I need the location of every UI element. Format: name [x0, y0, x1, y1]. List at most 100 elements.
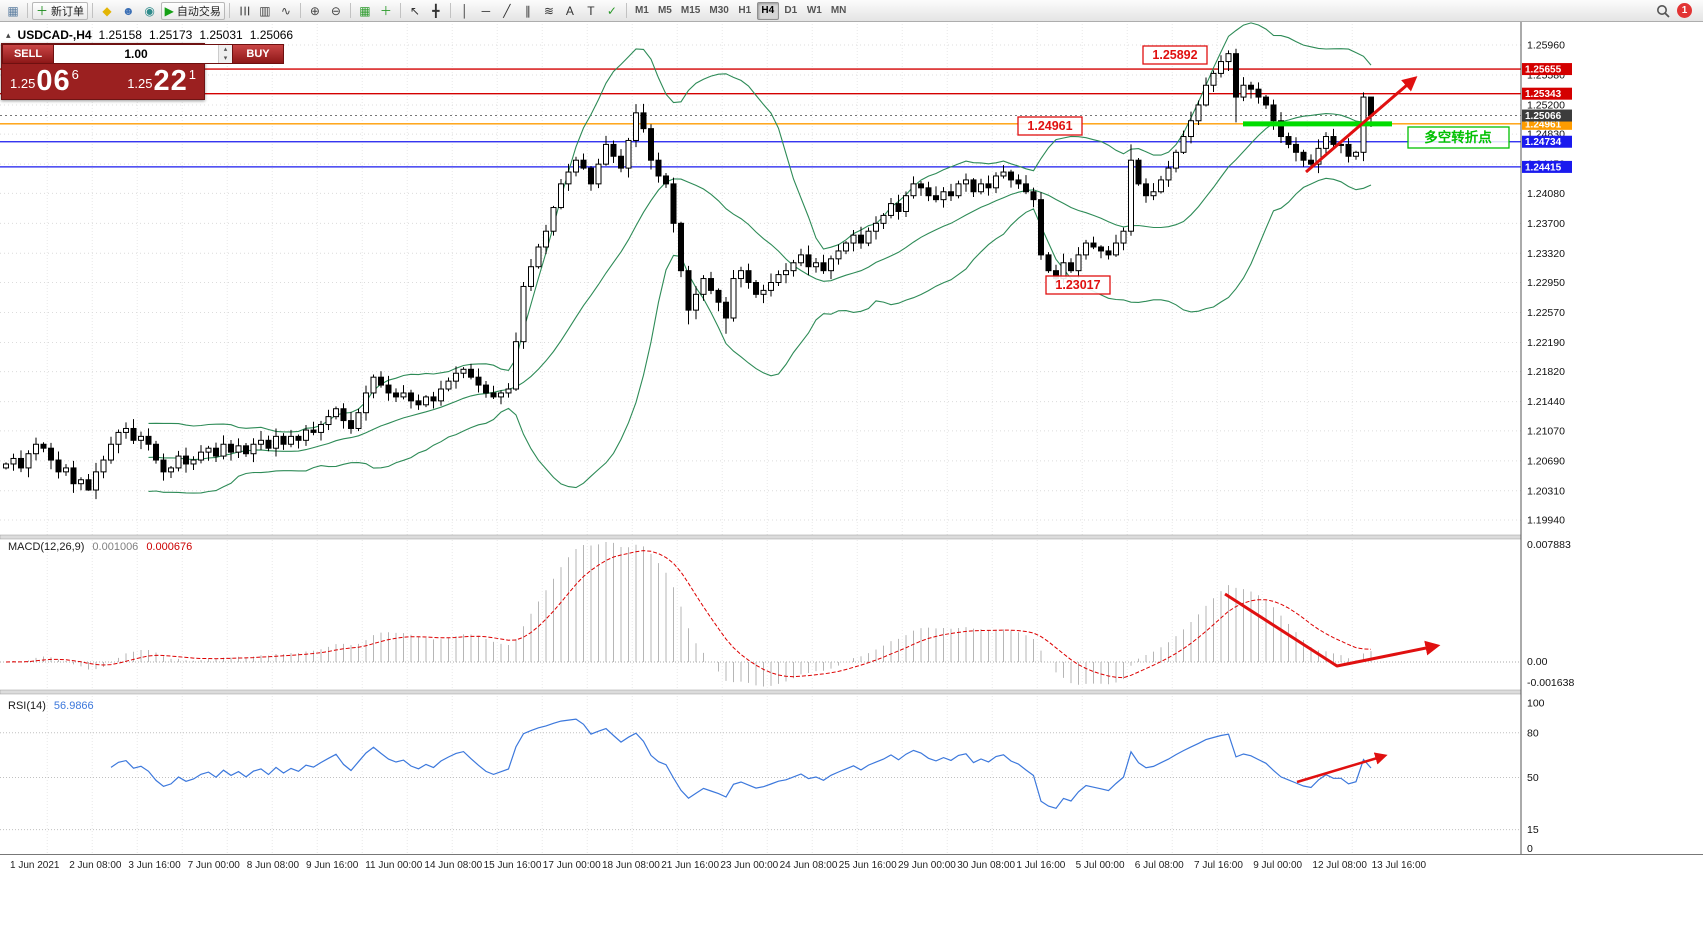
arrows-icon[interactable]: ✓ [602, 2, 622, 20]
timeframe-d1-button[interactable]: D1 [784, 5, 798, 16]
chart-window-icon[interactable]: ▦ [3, 2, 23, 20]
one-click-toggle-icon[interactable]: ▴ [6, 29, 11, 40]
horizontal-line-icon: ─ [481, 3, 491, 18]
trend-arrow-main[interactable] [1305, 76, 1418, 174]
web-icon[interactable]: ◉ [140, 2, 160, 20]
indicators-icon[interactable]: ＋ [376, 2, 396, 20]
time-axis-label: 1 Jun 2021 [10, 860, 60, 871]
candlestick-chart-icon[interactable]: ▥ [255, 2, 275, 20]
price-axis-label: 1.20310 [1527, 485, 1565, 497]
zoom-in-icon: ⊕ [309, 3, 320, 18]
price-line-label-box [1522, 63, 1572, 76]
price-axis-label: 1.25960 [1527, 40, 1565, 52]
zoom-out-icon[interactable]: ⊖ [326, 2, 346, 20]
toolbar-separator [449, 3, 451, 18]
price-axis-label: 1.19940 [1527, 515, 1565, 527]
new-order-button[interactable]: ＋新订单 [32, 1, 89, 20]
fibonacci-icon[interactable]: ≋ [539, 2, 559, 20]
price-axis-label: 1.22190 [1527, 337, 1565, 349]
community-icon[interactable]: ☻ [118, 2, 139, 20]
trendline-icon[interactable]: ╱ [497, 2, 517, 20]
rsi-axis-label: 0 [1527, 843, 1533, 855]
macd-name: MACD(12,26,9) [8, 541, 85, 553]
timeframe-m5-button[interactable]: M5 [657, 5, 672, 16]
time-axis-labels: 1 Jun 2021 2 Jun 08:00 3 Jun 16:00 7 Jun 00… [10, 860, 1427, 871]
buy-button[interactable]: BUY [232, 44, 284, 64]
web-icon: ◉ [144, 3, 155, 18]
time-axis-label: 25 Jun 16:00 [839, 860, 897, 871]
bollinger-bands-layer [148, 22, 1372, 494]
cursor-icon[interactable]: ↖ [405, 2, 425, 20]
fibonacci-icon: ≋ [543, 3, 554, 18]
zoom-out-icon: ⊖ [330, 3, 341, 18]
timeframe-mn-button[interactable]: MN [830, 5, 847, 16]
autotrading-button[interactable]: ▶ 自动交易 [160, 1, 225, 20]
zoom-in-icon[interactable]: ⊕ [305, 2, 325, 20]
price-chart-svg: 1.259601.255801.252001.248301.244501.240… [0, 22, 1703, 944]
time-axis-label: 11 Jun 00:00 [365, 860, 423, 871]
price-line-label-box [1522, 160, 1572, 173]
line-chart-icon[interactable]: ∿ [276, 2, 296, 20]
trendline-icon: ╱ [503, 3, 511, 18]
text-icon[interactable]: A [560, 2, 580, 20]
search-icon[interactable] [1652, 2, 1674, 20]
label-icon[interactable]: T [581, 2, 601, 20]
vertical-line-icon[interactable]: │ [455, 2, 475, 20]
volume-increase-button[interactable]: ▴ [219, 45, 232, 54]
timeframe-m15-button[interactable]: M15 [680, 5, 701, 16]
trend-arrow-rsi[interactable] [1296, 752, 1388, 784]
timeframe-w1-button[interactable]: W1 [806, 5, 822, 16]
macd-value-signal: 0.000676 [146, 541, 193, 553]
trend-arrow-macd[interactable] [1224, 592, 1441, 668]
crosshair-icon: ╋ [432, 3, 440, 18]
crosshair-icon[interactable]: ╋ [426, 2, 446, 20]
timeframe-h4-button[interactable]: H4 [756, 1, 779, 20]
cn-note-box[interactable] [1407, 126, 1510, 149]
candles-layer [3, 48, 1374, 500]
timeframe-m1-button[interactable]: M1 [634, 5, 649, 16]
vertical-line-icon: │ [461, 3, 469, 18]
horizontal-line-icon[interactable]: ─ [476, 2, 496, 20]
bar-chart-icon[interactable]: ☰ [234, 2, 254, 20]
buy-price[interactable]: 1.25 22 1 [127, 67, 196, 96]
sell-price[interactable]: 1.25 06 6 [10, 67, 79, 96]
timeframe-m30-button[interactable]: M30 [709, 5, 729, 16]
rsi-axis-label: 15 [1527, 824, 1539, 836]
price-tag-text: 1.23017 [1055, 278, 1100, 292]
time-axis-label: 21 Jun 16:00 [661, 860, 719, 871]
price-axis-label: 1.21820 [1527, 366, 1565, 378]
time-axis-label: 8 Jun 08:00 [247, 860, 300, 871]
ohlc-open: 1.25158 [98, 28, 142, 42]
volume-input[interactable] [54, 45, 218, 63]
volume-decrease-button[interactable]: ▾ [219, 54, 232, 63]
time-axis-label: 15 Jun 16:00 [484, 860, 542, 871]
timeframe-h1-button[interactable]: H1 [738, 5, 752, 16]
metaquotes-icon[interactable]: ◆ [97, 2, 117, 20]
macd-axis-label: -0.001638 [1527, 677, 1574, 689]
price-tag-box[interactable] [1045, 275, 1111, 295]
panel-splitter[interactable] [0, 534, 1703, 540]
time-axis-label: 7 Jul 16:00 [1194, 860, 1243, 871]
panel-splitter[interactable] [0, 689, 1703, 695]
notification-badge[interactable]: 1 [1677, 3, 1692, 18]
rsi-axis-label: 80 [1527, 727, 1539, 739]
price-line-label: 1.25655 [1525, 65, 1562, 76]
symbol-header: ▴ USDCAD-,H4 1.25158 1.25173 1.25031 1.2… [6, 28, 293, 42]
ohlc-high: 1.25173 [148, 28, 193, 42]
macd-value-main: 0.001006 [92, 541, 139, 553]
price-axis[interactable] [1521, 22, 1703, 874]
sell-button[interactable]: SELL [2, 44, 54, 64]
price-line-label-box [1522, 109, 1572, 122]
macd-indicator-label: MACD(12,26,9) 0.001006 0.000676 [8, 541, 192, 553]
indicator-panels-layer [0, 534, 1703, 831]
time-axis[interactable] [0, 855, 1703, 875]
chart-area[interactable]: 1.259601.255801.252001.248301.244501.240… [0, 22, 1703, 944]
rsi-axis-label: 50 [1527, 772, 1539, 784]
new-order-icon: ＋ [36, 3, 49, 18]
tile-windows-icon[interactable]: ▦ [355, 2, 375, 20]
channel-icon[interactable]: ∥ [518, 2, 538, 20]
price-line-label-box [1522, 87, 1572, 100]
price-line-label: 1.24734 [1525, 137, 1562, 148]
price-tag-box[interactable] [1017, 116, 1083, 136]
price-tag-box[interactable] [1142, 45, 1208, 65]
